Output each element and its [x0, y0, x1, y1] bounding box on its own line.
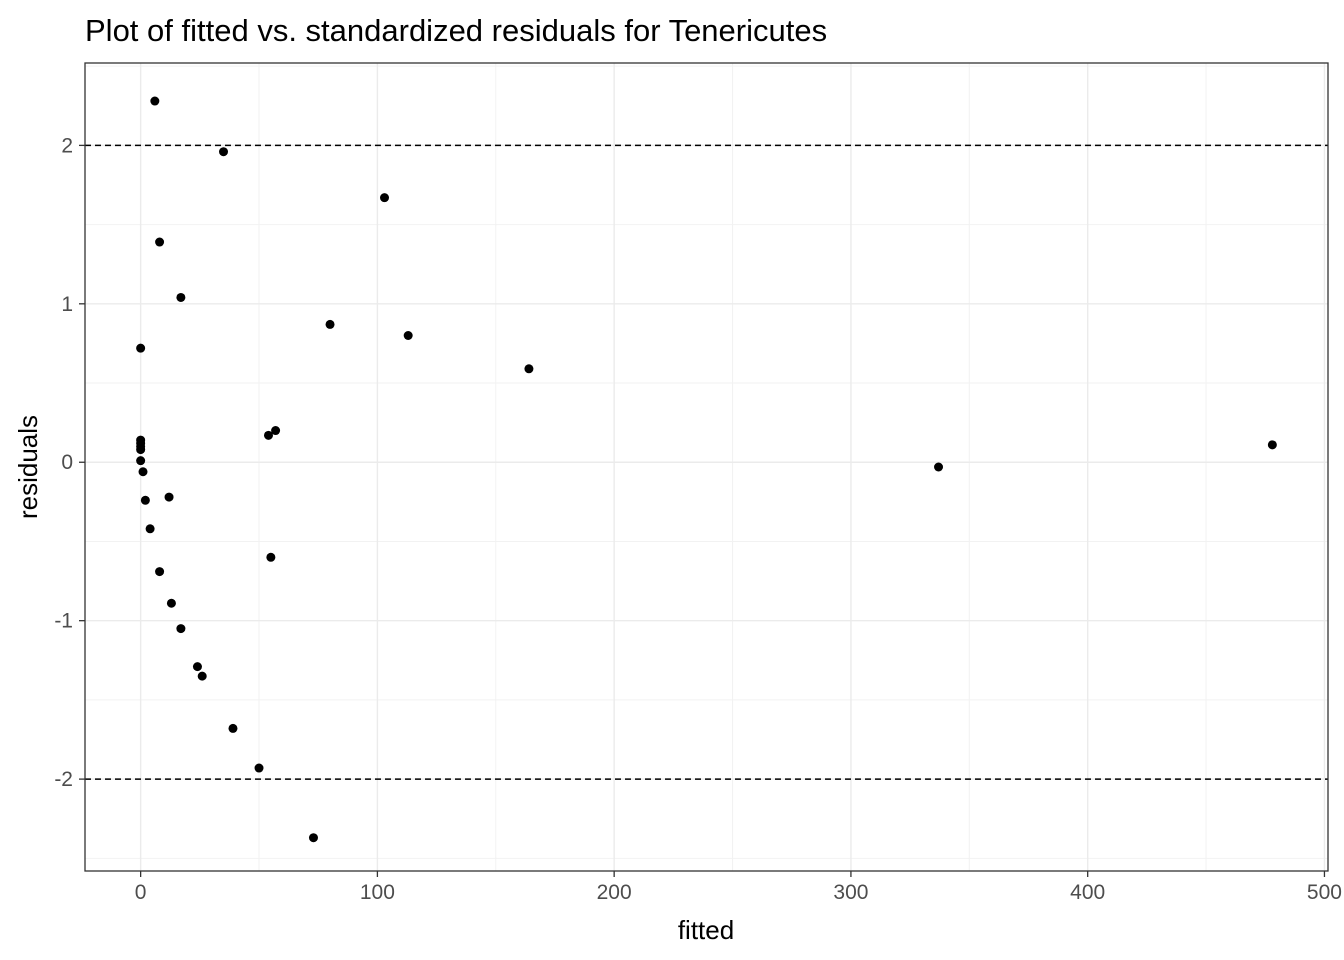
x-tick-label: 400 — [1070, 881, 1105, 904]
x-tick-label: 100 — [360, 881, 395, 904]
data-point — [271, 426, 281, 436]
y-axis-title: residuals — [13, 415, 43, 519]
data-point — [136, 445, 146, 455]
data-point — [138, 467, 148, 477]
data-point — [380, 193, 390, 203]
data-point — [934, 462, 944, 472]
data-point — [140, 495, 150, 505]
x-axis: 0 100 200 300 400 500 — [135, 871, 1342, 904]
data-point — [176, 624, 186, 634]
data-point — [166, 598, 176, 608]
y-tick-label: -1 — [54, 610, 73, 633]
x-axis-title: fitted — [678, 915, 734, 945]
data-point — [403, 331, 413, 341]
data-point — [266, 552, 276, 562]
data-point — [155, 567, 165, 577]
chart-title: Plot of fitted vs. standardized residual… — [85, 13, 827, 48]
data-point — [150, 96, 160, 106]
data-point — [155, 237, 165, 247]
data-point — [254, 763, 264, 773]
data-point — [325, 319, 335, 329]
y-tick-label: 0 — [61, 451, 73, 474]
data-point — [164, 492, 174, 502]
y-axis: -2 -1 0 1 2 — [54, 134, 85, 791]
data-point — [1267, 440, 1277, 450]
x-tick-label: 500 — [1307, 881, 1342, 904]
reference-lines — [85, 144, 1328, 780]
x-tick-label: 0 — [135, 881, 147, 904]
x-tick-label: 200 — [597, 881, 632, 904]
y-tick-label: -2 — [54, 768, 73, 791]
plot-panel-background — [85, 63, 1328, 871]
data-point — [228, 723, 238, 733]
data-point — [524, 364, 534, 374]
data-point — [197, 671, 207, 681]
data-point — [263, 430, 273, 440]
data-points — [136, 96, 1277, 843]
y-tick-label: 2 — [61, 134, 73, 157]
y-tick-label: 1 — [61, 293, 73, 316]
data-point — [308, 833, 318, 843]
x-tick-label: 300 — [833, 881, 868, 904]
data-point — [145, 524, 155, 534]
plot-panel-border — [84, 62, 1329, 872]
data-point — [136, 343, 146, 353]
data-point — [219, 147, 229, 157]
data-point — [192, 662, 202, 672]
data-point — [136, 456, 146, 466]
data-point — [176, 292, 186, 302]
